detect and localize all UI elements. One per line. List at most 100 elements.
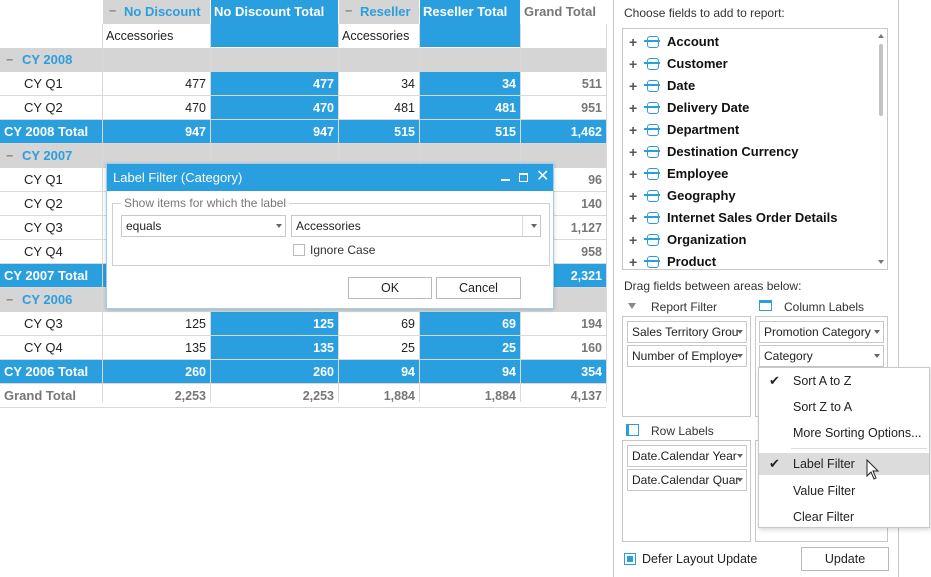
- value-cell: 25: [401, 341, 415, 355]
- filter-groupbox: Show items for which the label equals Ac…: [112, 195, 550, 266]
- field-label: Category: [764, 349, 813, 363]
- expand-icon[interactable]: +: [629, 100, 638, 116]
- ignore-case-checkbox[interactable]: [293, 244, 305, 256]
- value-cell: 194: [581, 317, 602, 331]
- chevron-down-icon: [874, 354, 880, 358]
- grid-line: [0, 407, 606, 408]
- expand-icon[interactable]: +: [629, 122, 638, 138]
- chevron-down-icon: [531, 224, 537, 228]
- row-label: CY Q3: [24, 316, 63, 331]
- value-cell: 1,127: [570, 221, 602, 235]
- menu-item[interactable]: More Sorting Options...: [759, 420, 929, 446]
- expand-icon[interactable]: +: [629, 254, 638, 270]
- grid-line: [0, 335, 606, 336]
- value-cell: 135: [185, 341, 206, 355]
- ignore-case-label: Ignore Case: [310, 243, 376, 257]
- field-label: Geography: [667, 188, 736, 203]
- dimension-icon: [644, 190, 660, 202]
- group-label: Show items for which the label: [121, 195, 290, 211]
- cancel-button[interactable]: Cancel: [436, 277, 521, 299]
- value-cell: 260: [103, 360, 210, 384]
- field-label: Promotion Category: [764, 325, 871, 339]
- value-cell: 947: [211, 120, 338, 144]
- collapse-icon[interactable]: −: [6, 53, 14, 67]
- column-item-category[interactable]: Category: [759, 345, 884, 367]
- row-item-calendar-year[interactable]: Date.Calendar Year: [627, 445, 747, 467]
- expand-icon[interactable]: +: [629, 166, 638, 182]
- subheader-accessories: Accessories: [342, 29, 410, 43]
- update-button[interactable]: Update: [801, 547, 889, 571]
- operator-dropdown[interactable]: equals: [121, 215, 286, 237]
- mouse-cursor-icon: [866, 459, 880, 480]
- field-label: Sales Territory Grou: [632, 325, 739, 339]
- header-reseller[interactable]: − Reseller: [339, 0, 419, 24]
- value-combobox[interactable]: Accessories: [291, 215, 541, 237]
- dimension-icon: [644, 146, 660, 158]
- drag-heading: Drag fields between areas below:: [624, 279, 802, 293]
- expand-icon[interactable]: +: [629, 232, 638, 248]
- value-cell: 515: [339, 120, 419, 144]
- defer-layout-checkbox[interactable]: [624, 553, 636, 565]
- row-item-calendar-quarter[interactable]: Date.Calendar Quar: [627, 469, 747, 491]
- field-label: Number of Employe: [632, 349, 739, 363]
- field-list[interactable]: + Account + Customer + Date + Delivery Date + Dep…: [622, 28, 888, 270]
- header-grand-total: Grand Total: [524, 4, 596, 19]
- collapse-icon[interactable]: −: [6, 149, 14, 163]
- menu-item[interactable]: Value Filter: [759, 478, 929, 504]
- field-label: Product: [667, 254, 717, 269]
- value-cell: 515: [420, 120, 520, 144]
- column-item-promotion-category[interactable]: Promotion Category: [759, 321, 884, 343]
- expand-icon[interactable]: +: [629, 34, 638, 50]
- expand-icon[interactable]: +: [629, 188, 638, 204]
- ok-button[interactable]: OK: [348, 277, 432, 299]
- expand-icon[interactable]: +: [629, 210, 638, 226]
- collapse-icon[interactable]: −: [345, 4, 353, 18]
- value-text: Accessories: [296, 219, 361, 233]
- row-label: CY Q3: [24, 220, 63, 235]
- defer-layout-label: Defer Layout Update: [642, 552, 758, 566]
- value-cell: 125: [211, 312, 338, 336]
- value-cell: 140: [581, 197, 602, 211]
- dialog-titlebar[interactable]: Label Filter (Category) ✕: [107, 164, 553, 191]
- report-filter-item[interactable]: Number of Employe: [627, 345, 747, 367]
- value-cell: 470: [185, 101, 206, 115]
- collapse-icon[interactable]: −: [109, 4, 117, 18]
- scroll-down-icon[interactable]: [878, 260, 884, 264]
- expand-icon[interactable]: +: [629, 144, 638, 160]
- field-label: Delivery Date: [667, 100, 750, 115]
- report-filter-item[interactable]: Sales Territory Grou: [627, 321, 747, 343]
- year-row[interactable]: − CY 2008: [0, 48, 606, 72]
- expand-icon[interactable]: +: [629, 78, 638, 94]
- scroll-up-icon[interactable]: [878, 34, 884, 38]
- maximize-icon[interactable]: [519, 173, 528, 182]
- close-icon[interactable]: ✕: [536, 168, 550, 185]
- field-label: Internet Sales Order Details: [667, 210, 838, 225]
- column-labels-label: Column Labels: [784, 300, 865, 314]
- value-cell: 69: [420, 312, 520, 336]
- value-cell: 160: [581, 341, 602, 355]
- collapse-icon[interactable]: −: [6, 293, 14, 307]
- menu-item[interactable]: Sort Z to A: [759, 394, 929, 420]
- checkmark-icon: ✔: [769, 456, 780, 471]
- total-row-label: CY 2007 Total: [0, 264, 103, 288]
- value-cell: 354: [521, 360, 606, 384]
- field-label: Date.Calendar Year: [632, 449, 737, 463]
- filter-icon: [628, 303, 636, 309]
- menu-item[interactable]: ✔ Sort A to Z: [759, 368, 929, 394]
- minimize-icon[interactable]: [501, 179, 510, 181]
- value-cell: 947: [103, 120, 210, 144]
- subheader-accessories: Accessories: [106, 29, 174, 43]
- dialog-title: Label Filter (Category): [113, 170, 243, 185]
- scroll-thumb[interactable]: [879, 44, 883, 116]
- header-label: No Discount: [124, 4, 201, 19]
- menu-item[interactable]: ✔ Label Filter: [759, 453, 929, 475]
- header-no-discount[interactable]: − No Discount: [103, 0, 210, 24]
- menu-item[interactable]: Clear Filter: [759, 504, 929, 530]
- report-filter-label: Report Filter: [651, 300, 718, 314]
- chevron-down-icon: [737, 354, 743, 358]
- chevron-down-icon: [737, 330, 743, 334]
- dimension-icon: [644, 256, 660, 268]
- operator-value: equals: [126, 219, 162, 233]
- expand-icon[interactable]: +: [629, 56, 638, 72]
- scrollbar[interactable]: [875, 29, 887, 269]
